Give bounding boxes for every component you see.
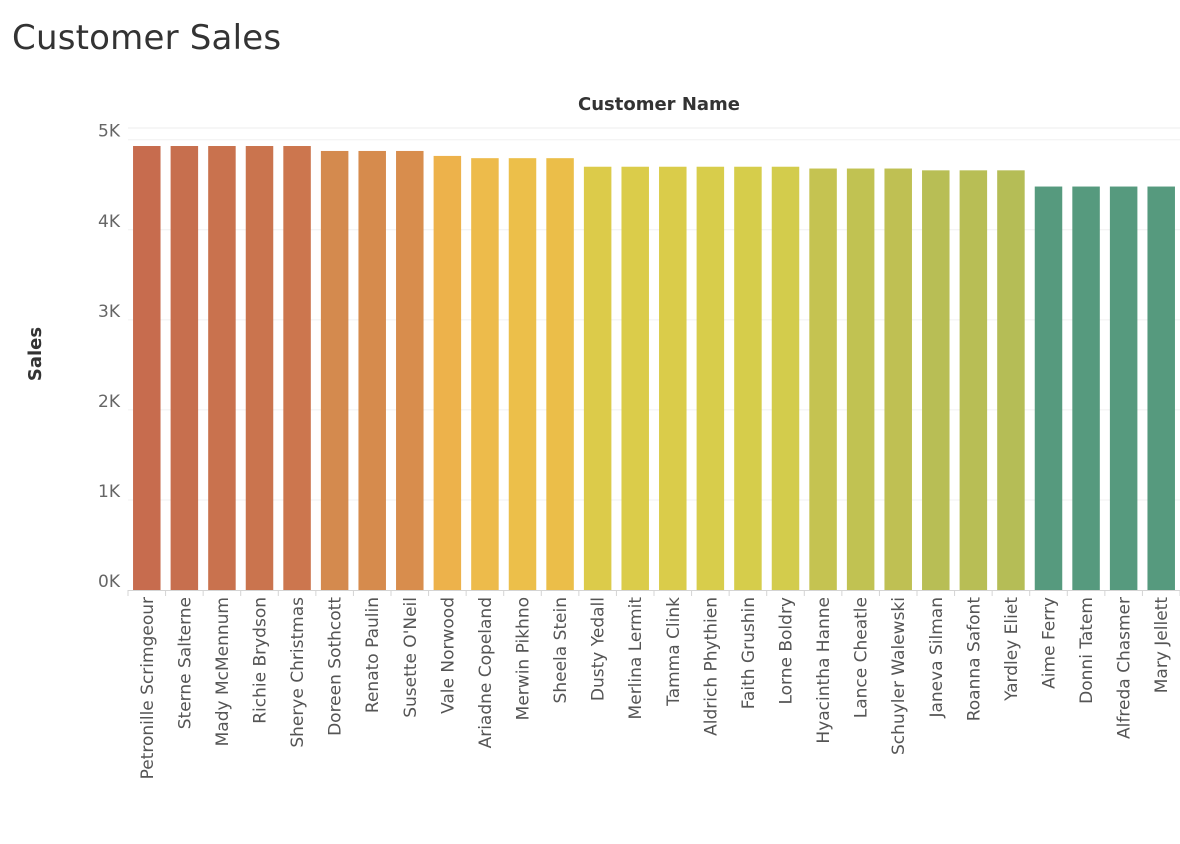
y-tick-label: 5K: [98, 122, 121, 142]
bar[interactable]: [508, 158, 537, 591]
bar[interactable]: [320, 150, 349, 590]
y-tick-label: 1K: [98, 482, 121, 502]
category-label: Aime Ferry: [1040, 597, 1060, 689]
bar[interactable]: [358, 150, 386, 590]
category-label: Mary Jellett: [1152, 597, 1172, 694]
y-axis-ticks: 0K 1K 2K 3K 4K 5K: [98, 122, 121, 592]
y-tick-label: 3K: [98, 302, 121, 322]
category-label: Sherye Christmas: [288, 597, 308, 748]
category-label: Roanna Safont: [964, 597, 984, 722]
category-label: Sterne Salterne: [175, 597, 195, 729]
category-label: Susette O'Neil: [401, 597, 421, 718]
bar[interactable]: [170, 146, 199, 590]
bar[interactable]: [734, 166, 762, 591]
page-title: Customer Sales: [12, 18, 282, 58]
bar[interactable]: [471, 158, 499, 591]
bars: [133, 146, 1175, 591]
category-label: Donni Tatem: [1077, 597, 1097, 704]
bar[interactable]: [1034, 186, 1063, 591]
category-label: Renato Paulin: [363, 597, 383, 713]
bar[interactable]: [433, 155, 462, 591]
category-label: Dusty Yedall: [589, 597, 609, 701]
bar[interactable]: [546, 158, 574, 591]
category-label: Aldrich Phythien: [701, 597, 721, 736]
bar[interactable]: [621, 166, 649, 591]
category-label: Merlina Lermit: [626, 597, 646, 720]
bar[interactable]: [809, 168, 837, 590]
category-label: Hyacintha Hanne: [814, 597, 834, 744]
bar[interactable]: [659, 166, 687, 591]
category-label: Janeva Silman: [927, 597, 947, 719]
category-label: Richie Brydson: [251, 597, 271, 724]
bar[interactable]: [959, 170, 988, 590]
bar[interactable]: [696, 166, 725, 591]
y-tick-label: 0K: [98, 572, 121, 592]
bar[interactable]: [208, 146, 236, 590]
category-label: Doreen Sothcott: [326, 597, 346, 736]
bar[interactable]: [396, 150, 424, 590]
category-label: Schuyler Walewski: [889, 597, 909, 755]
bar[interactable]: [884, 168, 912, 590]
bar[interactable]: [1147, 186, 1175, 591]
category-label: Tamma Clink: [664, 597, 684, 707]
category-label: Sheela Stein: [551, 597, 571, 703]
category-label: Lance Cheatle: [852, 597, 872, 718]
category-label: Mady McMennum: [213, 597, 233, 746]
y-tick-label: 4K: [98, 212, 121, 232]
category-label: Ariadne Copeland: [476, 597, 496, 748]
bar[interactable]: [1072, 186, 1100, 591]
y-tick-label: 2K: [98, 392, 121, 412]
bar[interactable]: [283, 146, 311, 590]
category-label: Petronille Scrimgeour: [138, 597, 158, 779]
category-label: Faith Grushin: [739, 597, 759, 709]
y-axis-title: Sales: [25, 327, 46, 381]
bar[interactable]: [583, 166, 612, 591]
bar[interactable]: [771, 166, 800, 591]
bar[interactable]: [846, 168, 875, 590]
category-label: Yardley Eliet: [1002, 597, 1022, 702]
x-axis-title: Customer Name: [578, 94, 740, 115]
bar[interactable]: [922, 170, 950, 590]
bar[interactable]: [133, 146, 161, 590]
category-label: Lorne Boldry: [777, 597, 797, 705]
x-axis-ticks: [127, 590, 1180, 596]
category-label: Alfreda Chasmer: [1115, 597, 1135, 739]
bar[interactable]: [1109, 186, 1138, 591]
category-label: Merwin Pikhno: [514, 597, 534, 720]
category-label: Vale Norwood: [438, 597, 458, 714]
bar[interactable]: [245, 146, 274, 590]
category-labels: Petronille Scrimgeour Sterne Salterne Mady…: [138, 597, 1172, 780]
bar[interactable]: [997, 170, 1025, 590]
